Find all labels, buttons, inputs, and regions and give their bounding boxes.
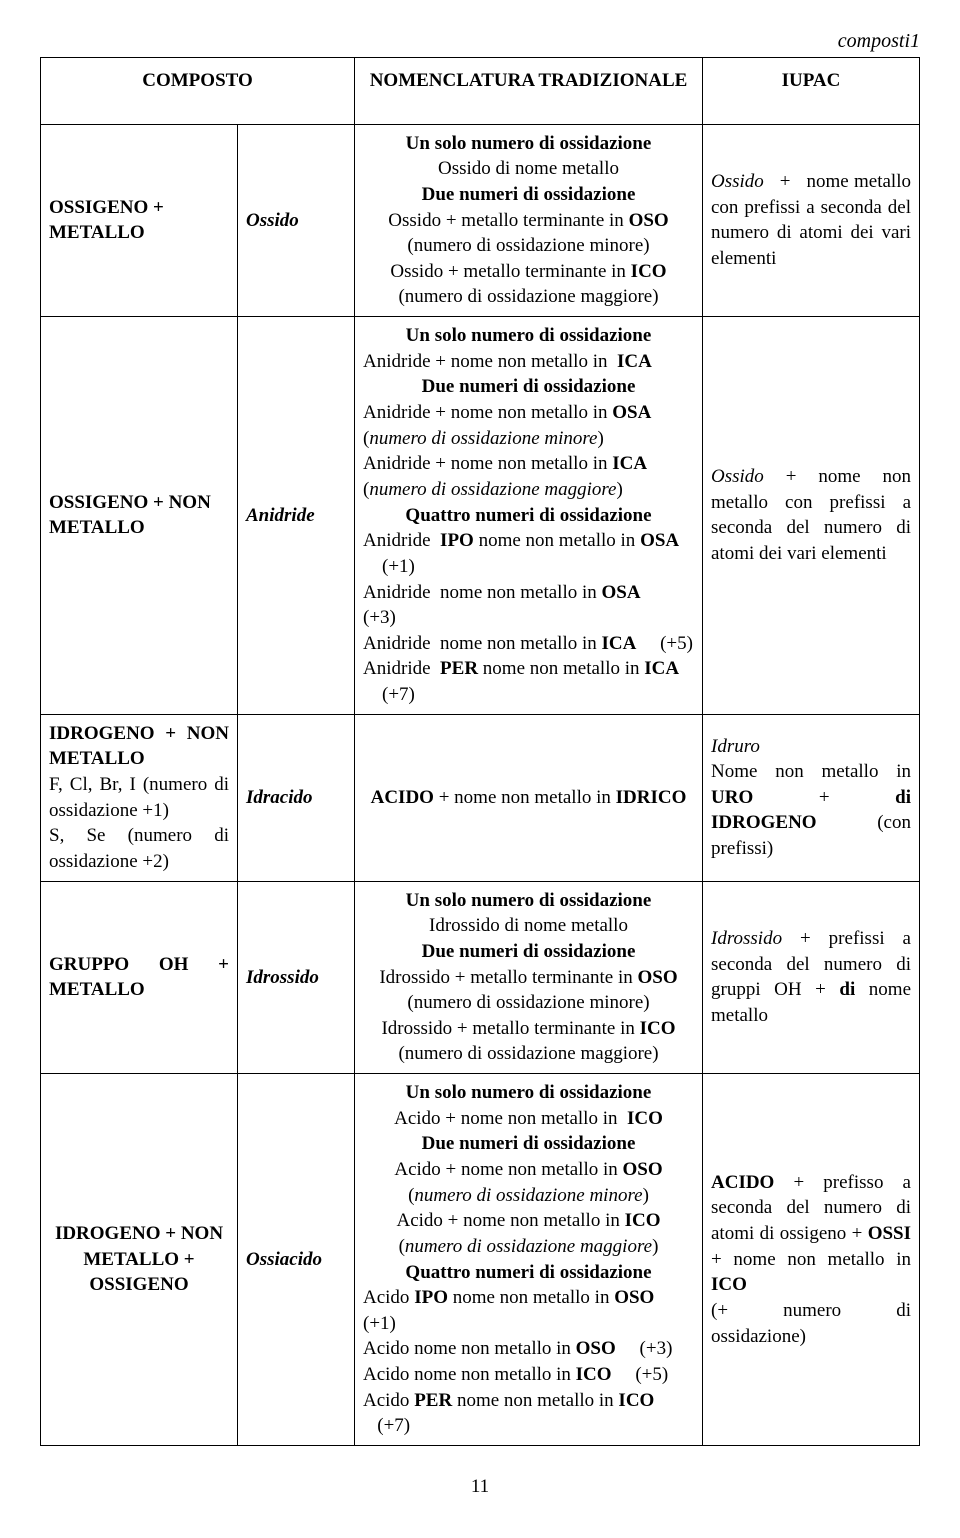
cell-type: Ossiacido	[238, 1074, 355, 1446]
col-header-nomenclatura: NOMENCLATURA TRADIZIONALE	[355, 58, 703, 104]
col-header-iupac: IUPAC	[703, 58, 920, 104]
table-row: OSSIGENO + NON METALLO Anidride Un solo …	[41, 317, 920, 715]
cell-composto: IDROGENO + NON METALLO + OSSIGENO	[41, 1074, 238, 1446]
table-row: GRUPPO OH + METALLO Idrossido Un solo nu…	[41, 881, 920, 1073]
cell-nomenclatura: Un solo numero di ossidazioneAnidride + …	[355, 317, 703, 715]
header-label: composti1	[40, 30, 920, 53]
cell-iupac: Idrossido + prefissi a seconda del numer…	[703, 881, 920, 1073]
cell-nomenclatura: Un solo numero di ossidazioneOssido di n…	[355, 124, 703, 316]
header-gap	[41, 104, 920, 125]
page-number: 11	[40, 1476, 920, 1498]
cell-iupac: IdruroNome non metallo in URO + di IDROG…	[703, 714, 920, 881]
cell-composto: GRUPPO OH + METALLO	[41, 881, 238, 1073]
cell-composto: IDROGENO + NON METALLOF, Cl, Br, I (nume…	[41, 714, 238, 881]
cell-iupac: Ossido + nome non metallo con prefissi a…	[703, 317, 920, 715]
nomenclature-table: COMPOSTO NOMENCLATURA TRADIZIONALE IUPAC…	[40, 57, 920, 1446]
cell-nomenclatura: ACIDO + nome non metallo in IDRICO	[355, 714, 703, 881]
cell-nomenclatura: Un solo numero di ossidazioneIdrossido d…	[355, 881, 703, 1073]
table-row: IDROGENO + NON METALLOF, Cl, Br, I (nume…	[41, 714, 920, 881]
cell-iupac: Ossido + nome metallo con prefissi a sec…	[703, 124, 920, 316]
col-header-composto: COMPOSTO	[41, 58, 355, 104]
cell-type: Idrossido	[238, 881, 355, 1073]
cell-composto: OSSIGENO + METALLO	[41, 124, 238, 316]
cell-type: Anidride	[238, 317, 355, 715]
cell-iupac: ACIDO + prefisso a seconda del numero di…	[703, 1074, 920, 1446]
cell-type: Idracido	[238, 714, 355, 881]
cell-type: Ossido	[238, 124, 355, 316]
cell-nomenclatura: Un solo numero di ossidazioneAcido + nom…	[355, 1074, 703, 1446]
table-row: OSSIGENO + METALLO Ossido Un solo numero…	[41, 124, 920, 316]
table-row: IDROGENO + NON METALLO + OSSIGENO Ossiac…	[41, 1074, 920, 1446]
table-header-row: COMPOSTO NOMENCLATURA TRADIZIONALE IUPAC	[41, 58, 920, 104]
cell-composto: OSSIGENO + NON METALLO	[41, 317, 238, 715]
